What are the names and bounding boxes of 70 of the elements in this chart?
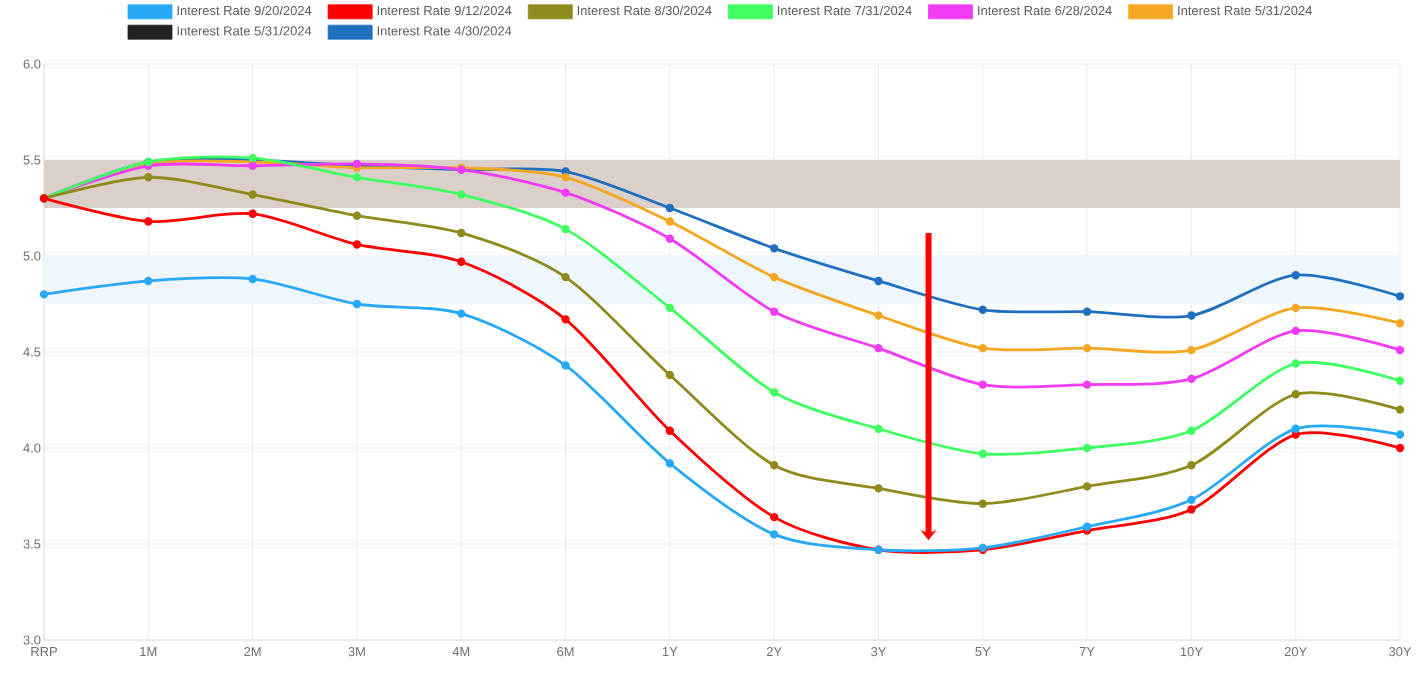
point xyxy=(978,380,987,389)
point xyxy=(1291,271,1300,280)
point xyxy=(1395,430,1405,439)
point xyxy=(1082,482,1092,491)
point xyxy=(978,305,987,314)
point xyxy=(1187,426,1196,435)
point xyxy=(769,272,779,282)
point xyxy=(665,459,675,468)
point xyxy=(561,188,570,197)
point xyxy=(665,370,675,380)
point xyxy=(561,173,570,182)
point xyxy=(457,190,466,199)
point xyxy=(248,190,257,199)
point xyxy=(1187,345,1196,355)
point xyxy=(978,449,987,458)
point xyxy=(665,426,675,435)
point xyxy=(144,276,153,286)
point xyxy=(1082,443,1092,453)
point xyxy=(1395,292,1405,301)
point xyxy=(1291,424,1300,433)
point xyxy=(874,343,883,353)
point xyxy=(144,173,153,182)
point xyxy=(457,309,466,318)
point xyxy=(769,244,779,253)
point xyxy=(352,211,362,220)
point xyxy=(1395,345,1405,355)
point xyxy=(978,499,987,508)
point xyxy=(769,530,779,539)
point xyxy=(1291,326,1300,336)
point xyxy=(978,343,987,353)
point xyxy=(1395,319,1405,328)
point xyxy=(874,276,883,286)
point xyxy=(874,311,883,320)
point xyxy=(457,228,466,238)
point xyxy=(1187,461,1196,470)
point xyxy=(39,290,49,299)
point xyxy=(1291,390,1300,399)
point xyxy=(352,299,362,309)
point xyxy=(665,303,675,313)
point xyxy=(769,512,779,522)
point xyxy=(1082,380,1092,389)
point xyxy=(665,234,675,243)
point xyxy=(665,203,675,213)
point xyxy=(769,388,779,397)
point xyxy=(248,274,257,284)
point xyxy=(1187,311,1196,320)
point xyxy=(1187,374,1196,384)
point xyxy=(1187,495,1196,505)
point xyxy=(352,240,362,249)
point xyxy=(769,461,779,470)
point xyxy=(1395,443,1405,453)
point xyxy=(1395,405,1405,414)
point xyxy=(248,209,257,218)
point xyxy=(561,315,570,324)
point xyxy=(1395,376,1405,385)
point xyxy=(874,424,883,433)
point xyxy=(1291,303,1300,313)
point xyxy=(561,361,570,370)
point xyxy=(1082,343,1092,353)
point xyxy=(1187,505,1196,514)
point xyxy=(561,224,570,234)
point xyxy=(144,217,153,226)
point xyxy=(769,307,779,316)
point xyxy=(1082,307,1092,316)
point xyxy=(1291,359,1300,368)
point xyxy=(457,257,466,266)
point xyxy=(561,272,570,282)
point xyxy=(352,173,362,182)
point xyxy=(874,484,883,493)
point xyxy=(665,217,675,226)
